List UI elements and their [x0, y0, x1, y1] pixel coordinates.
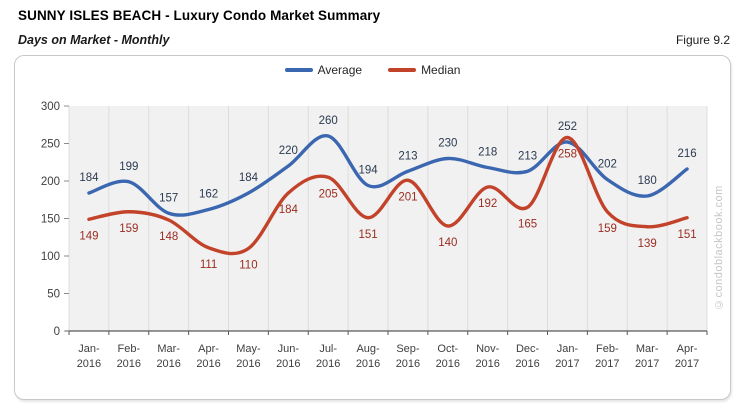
y-tick-label: 300 [41, 101, 60, 113]
data-label-average: 162 [199, 189, 218, 201]
x-tick-label: 2016 [475, 358, 499, 370]
data-label-average: 184 [239, 172, 259, 184]
x-tick-label: 2016 [196, 358, 220, 370]
x-tick-label: 2017 [595, 358, 619, 370]
x-tick-label: 2017 [555, 358, 579, 370]
x-tick-label: 2016 [276, 358, 300, 370]
median-line-swatch-icon [388, 68, 417, 72]
data-label-average: 184 [79, 172, 99, 184]
x-tick-label: May- [236, 343, 261, 355]
data-label-average: 216 [677, 148, 696, 160]
data-label-median: 159 [598, 223, 617, 235]
data-label-average: 230 [438, 138, 457, 150]
x-tick-label: Mar- [636, 343, 659, 355]
x-tick-label: Jan- [78, 343, 100, 355]
legend-label-average: Average [317, 63, 363, 77]
data-label-median: 205 [319, 188, 338, 200]
page-title: SUNNY ISLES BEACH - Luxury Condo Market … [18, 8, 381, 23]
data-label-average: 220 [279, 145, 298, 157]
x-tick-label: 2016 [396, 358, 420, 370]
data-label-average: 260 [319, 115, 338, 127]
x-tick-label: Oct- [437, 343, 458, 355]
x-tick-label: Jan- [557, 343, 579, 355]
data-label-median: 258 [558, 149, 577, 161]
x-tick-label: 2016 [117, 358, 141, 370]
data-label-average: 213 [518, 150, 537, 162]
data-label-median: 159 [119, 223, 138, 235]
x-tick-label: Jul- [319, 343, 337, 355]
data-label-average: 199 [119, 161, 138, 173]
data-label-median: 151 [358, 229, 377, 241]
x-tick-label: Dec- [516, 343, 540, 355]
y-tick-label: 100 [41, 251, 60, 263]
chart-legend: Average Median [15, 63, 730, 77]
x-tick-label: Apr- [198, 343, 219, 355]
header-row: Days on Market - Monthly Figure 9.2 [18, 33, 730, 47]
data-label-median: 111 [200, 259, 217, 271]
line-chart-svg: 0 50 100 150 200 250 300 Jan- 2016 Feb- 2016 Mar- 20… [41, 101, 708, 370]
x-tick-label: Sep- [396, 343, 420, 355]
x-tick-label: Feb- [596, 343, 619, 355]
data-label-median: 165 [518, 218, 537, 230]
data-label-average: 218 [478, 147, 497, 159]
data-label-median: 201 [398, 191, 417, 203]
data-label-median: 110 [239, 260, 257, 272]
x-tick-label: 2016 [236, 358, 260, 370]
x-tick-label: Aug- [356, 343, 380, 355]
legend-item-average: Average [284, 63, 363, 77]
data-label-median: 192 [478, 198, 497, 210]
data-label-average: 202 [598, 159, 617, 171]
data-label-average: 180 [638, 175, 657, 187]
figure-label: Figure 9.2 [675, 33, 730, 47]
x-tick-label: 2017 [635, 358, 659, 370]
data-label-median: 148 [159, 231, 178, 243]
data-label-average: 252 [558, 121, 577, 133]
x-tick-label: Apr- [677, 343, 698, 355]
x-tick-label: 2016 [356, 358, 380, 370]
chart-subtitle: Days on Market - Monthly [18, 33, 170, 47]
data-label-median: 149 [79, 230, 98, 242]
y-tick-label: 50 [47, 289, 60, 301]
legend-item-median: Median [388, 63, 460, 77]
chart-container: Average Median 0 50 100 150 200 250 300 Jan- 201… [14, 55, 731, 400]
x-tick-label: Jun- [278, 343, 300, 355]
x-tick-label: Mar- [157, 343, 180, 355]
x-tick-label: 2017 [675, 358, 699, 370]
x-tick-label: Nov- [476, 343, 500, 355]
data-label-median: 139 [638, 238, 657, 250]
data-label-average: 157 [159, 192, 178, 204]
watermark: ©condoblackbook.com [713, 185, 725, 311]
data-label-average: 194 [358, 165, 378, 177]
data-label-median: 151 [677, 229, 696, 241]
legend-label-median: Median [421, 63, 461, 77]
x-tick-label: Feb- [118, 343, 141, 355]
x-tick-label: 2016 [515, 358, 539, 370]
median-series-line [87, 135, 689, 256]
x-tick-label: 2016 [436, 358, 460, 370]
y-tick-label: 0 [54, 326, 60, 338]
data-label-average: 213 [398, 150, 417, 162]
x-tick-label: 2016 [316, 358, 340, 370]
data-label-median: 140 [438, 237, 457, 249]
x-tick-label: 2016 [156, 358, 180, 370]
y-tick-label: 150 [41, 214, 60, 226]
average-line-swatch-icon [284, 68, 313, 72]
y-tick-label: 200 [41, 176, 60, 188]
data-label-median: 184 [279, 204, 299, 216]
x-tick-label: 2016 [77, 358, 101, 370]
y-tick-label: 250 [41, 139, 60, 151]
average-series-line [87, 134, 689, 217]
